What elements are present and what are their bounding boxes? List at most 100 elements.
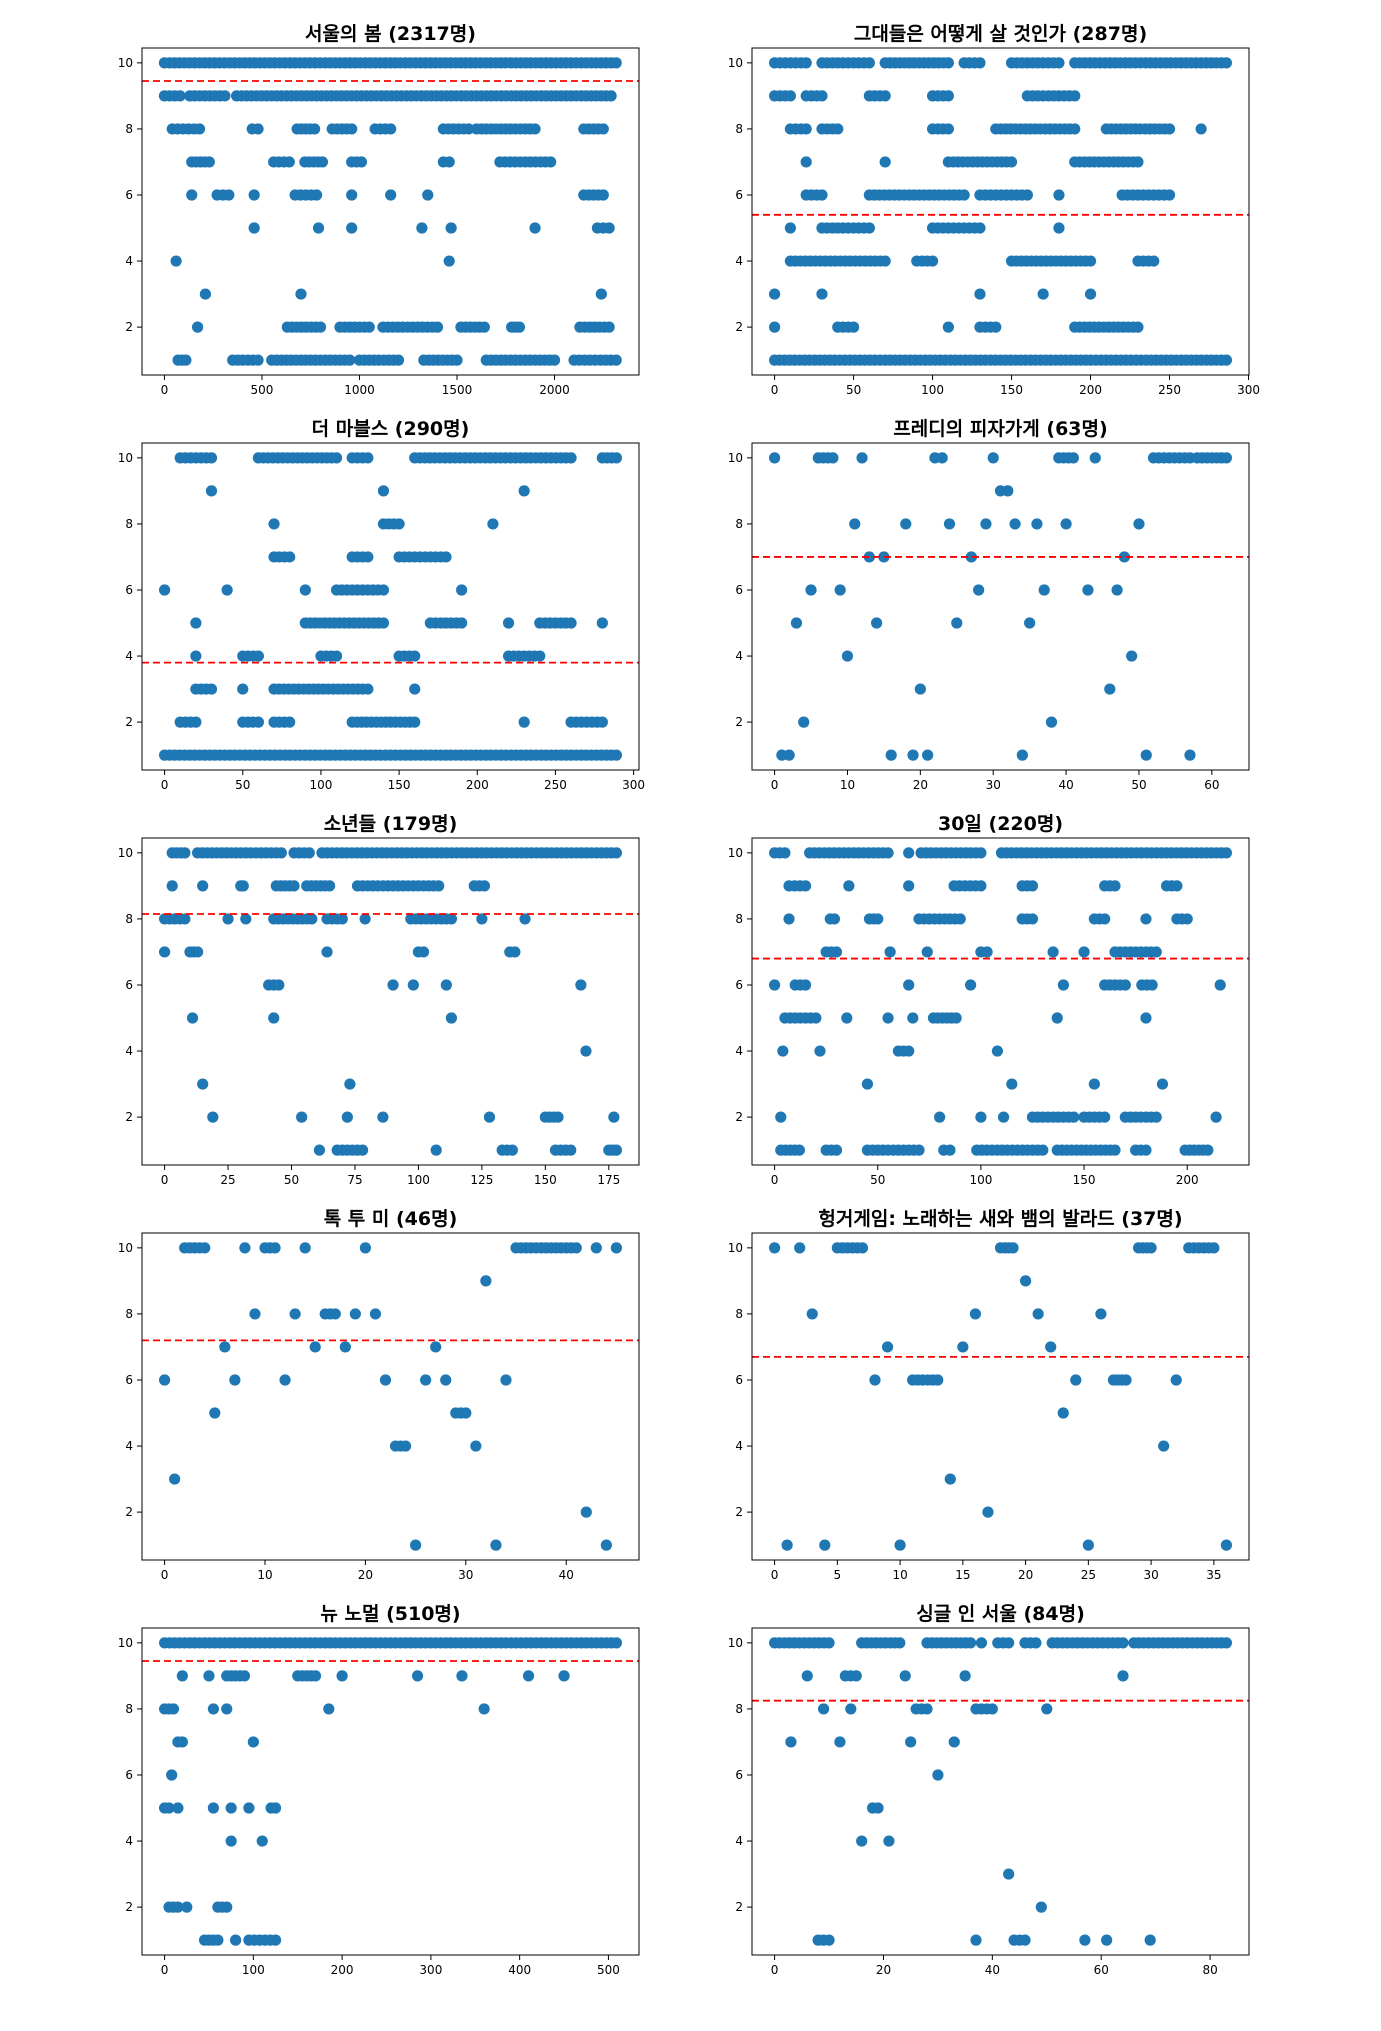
data-point [768,1242,781,1254]
data-point [610,354,622,366]
data-point [359,1242,371,1254]
x-tick-label: 0 [161,383,169,397]
data-point [409,683,421,695]
data-point [330,452,343,464]
data-point [349,1308,361,1320]
data-point [1111,584,1123,596]
data-point [570,1242,582,1254]
data-point [882,847,894,859]
data-point [344,1078,356,1090]
data-point [1045,1341,1057,1353]
data-point [600,1539,612,1551]
data-point [356,1144,369,1156]
data-point [1026,880,1039,892]
data-point [430,1144,442,1156]
data-point [943,518,956,530]
data-point [903,880,915,892]
data-point [339,1341,351,1353]
data-point [834,1736,846,1748]
data-point [197,880,209,892]
data-point [856,452,868,464]
data-point [330,650,343,662]
x-tick-label: 40 [985,1963,1000,1977]
data-point [565,452,577,464]
y-tick-label: 8 [735,1702,743,1716]
data-point [552,1111,564,1123]
subplot-title: 헝거게임: 노래하는 새와 뱀의 발라드 (37명) [818,1208,1182,1230]
data-point [225,1802,237,1814]
data-point [445,1012,458,1024]
data-point [834,584,846,596]
data-point [341,1111,353,1123]
data-point [959,1670,971,1682]
data-point [610,452,623,464]
data-point [247,1736,259,1748]
data-point [252,650,264,662]
data-point [849,518,861,530]
x-tick-label: 50 [284,1173,299,1187]
y-tick-label: 4 [125,254,133,268]
data-point [903,847,915,859]
data-point [1069,123,1081,135]
data-point [932,1374,944,1386]
data-point [800,156,812,168]
data-point [1035,1901,1047,1913]
data-point [237,880,249,892]
data-point [863,222,875,234]
subplot-title: 싱글 인 서울 (84명) [916,1603,1085,1625]
data-point [1171,880,1183,892]
data-point [1140,749,1152,761]
data-point [777,1045,789,1057]
data-point [982,1506,994,1518]
data-point [433,880,445,892]
data-point [794,1242,806,1254]
data-point [284,551,296,563]
x-tick-label: 100 [407,1173,430,1187]
data-point [225,1835,237,1847]
data-point [1053,57,1065,69]
data-point [346,123,358,135]
data-point [239,1242,251,1254]
y-tick-label: 2 [735,320,743,334]
data-point [519,913,531,925]
data-point [313,1144,326,1156]
data-point [1220,847,1233,859]
data-point [490,1539,502,1551]
data-point [1053,189,1065,201]
x-tick-label: 100 [969,1173,992,1187]
data-point [463,123,475,135]
data-point [476,913,488,925]
data-point [166,1769,178,1781]
y-tick-label: 6 [735,978,743,992]
y-tick-label: 4 [735,649,743,663]
data-point [377,617,390,629]
data-point [799,979,812,991]
x-tick-label: 300 [1237,383,1260,397]
data-point [1069,90,1081,102]
data-point [610,847,623,859]
data-point [1109,880,1121,892]
x-tick-label: 0 [161,1568,169,1582]
data-point [970,1934,982,1946]
data-point [314,321,327,333]
data-point [456,617,468,629]
data-point [336,1670,348,1682]
data-point [203,1670,215,1682]
y-tick-label: 10 [728,1636,743,1650]
data-point [1057,979,1070,991]
data-point [369,1308,382,1320]
data-point [610,1144,623,1156]
data-point [944,1473,956,1485]
data-point [190,716,202,728]
data-point [1220,452,1233,464]
data-point [299,1242,311,1254]
data-point [377,584,390,596]
y-tick-label: 2 [735,715,743,729]
y-tick-label: 4 [125,1044,133,1058]
data-point [174,90,186,102]
data-point [167,1703,180,1715]
data-point [781,1539,793,1551]
data-point [1003,1637,1015,1649]
data-point [922,749,934,761]
data-point [222,913,234,925]
